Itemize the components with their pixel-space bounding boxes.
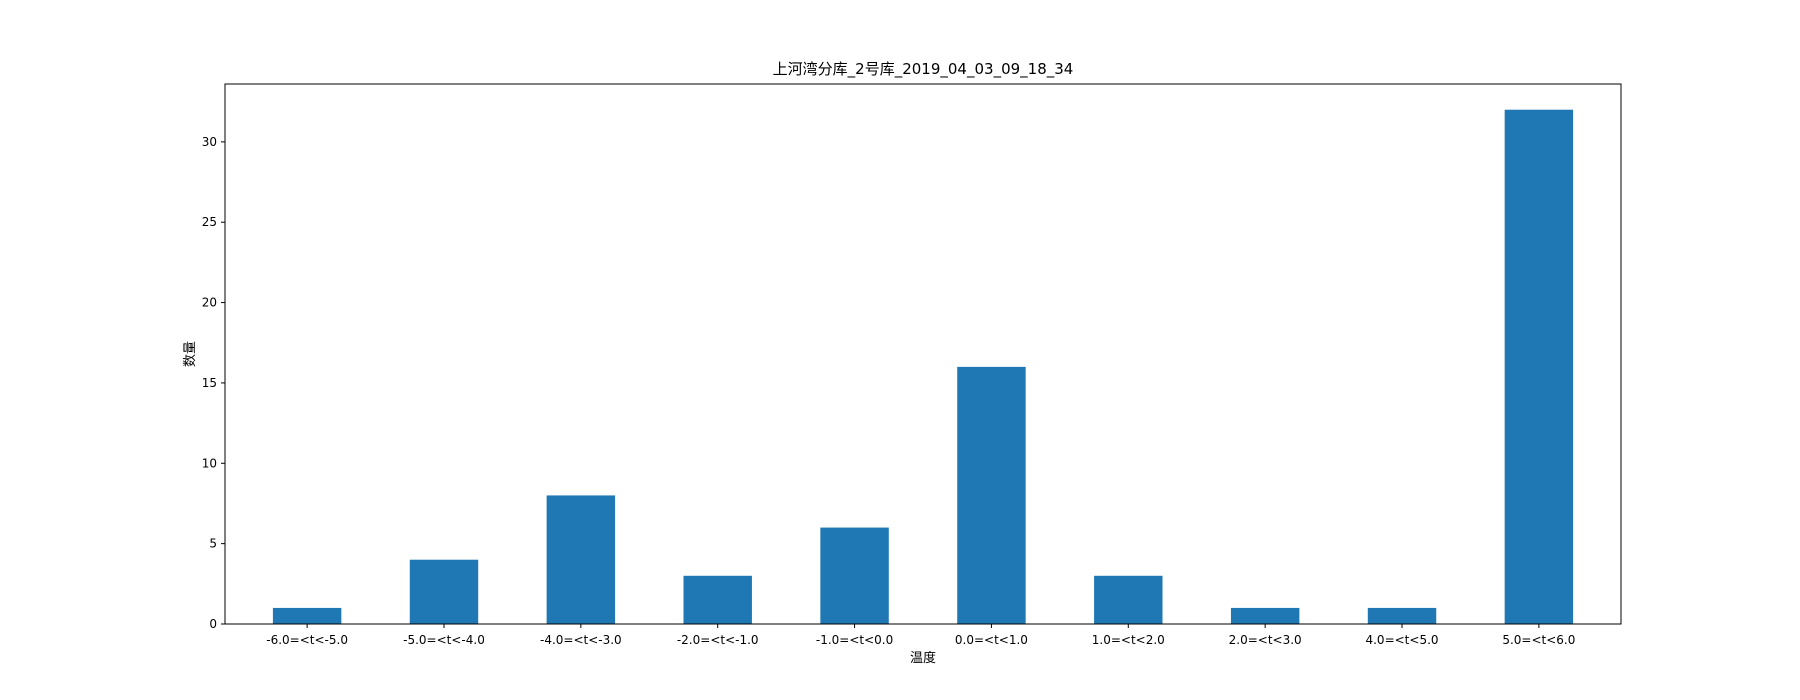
bar [272, 607, 342, 624]
x-tick-label: -5.0=<t<-4.0 [403, 633, 485, 647]
bar [1367, 607, 1437, 624]
x-tick-label: 4.0=<t<5.0 [1365, 633, 1438, 647]
bar [1094, 575, 1163, 624]
y-tick-label: 15 [202, 376, 217, 390]
y-tick-label: 25 [202, 215, 217, 229]
y-tick-label: 0 [209, 617, 217, 631]
x-axis-label: 温度 [910, 650, 936, 666]
bar [683, 575, 752, 624]
bar-series [272, 109, 1574, 624]
x-axis: -6.0=<t<-5.0 -5.0=<t<-4.0 -4.0=<t<-3.0 -2.0… [266, 624, 1575, 647]
x-tick-label: 0.0=<t<1.0 [955, 633, 1028, 647]
y-tick-label: 30 [202, 135, 217, 149]
x-tick-label: 1.0=<t<2.0 [1092, 633, 1165, 647]
plot-frame [224, 83, 1622, 625]
x-tick-label: 5.0=<t<6.0 [1502, 633, 1575, 647]
bar [546, 495, 616, 624]
chart-title: 上河湾分库_2号库_2019_04_03_09_18_34 [773, 60, 1074, 79]
y-tick-label: 5 [209, 537, 217, 551]
x-tick-label: -2.0=<t<-1.0 [677, 633, 759, 647]
y-axis-label: 数量 [183, 341, 198, 367]
y-axis: 0 5 10 15 20 25 30 [202, 135, 225, 631]
bar [820, 527, 889, 624]
bar [957, 366, 1026, 624]
bar [409, 559, 479, 624]
x-tick-label: -6.0=<t<-5.0 [266, 633, 348, 647]
x-tick-label: 2.0=<t<3.0 [1229, 633, 1302, 647]
y-tick-label: 20 [202, 296, 217, 310]
y-tick-label: 10 [202, 456, 217, 470]
x-tick-label: -1.0=<t<0.0 [816, 633, 893, 647]
x-tick-label: -4.0=<t<-3.0 [540, 633, 622, 647]
bar [1504, 109, 1574, 624]
bar [1230, 607, 1300, 624]
